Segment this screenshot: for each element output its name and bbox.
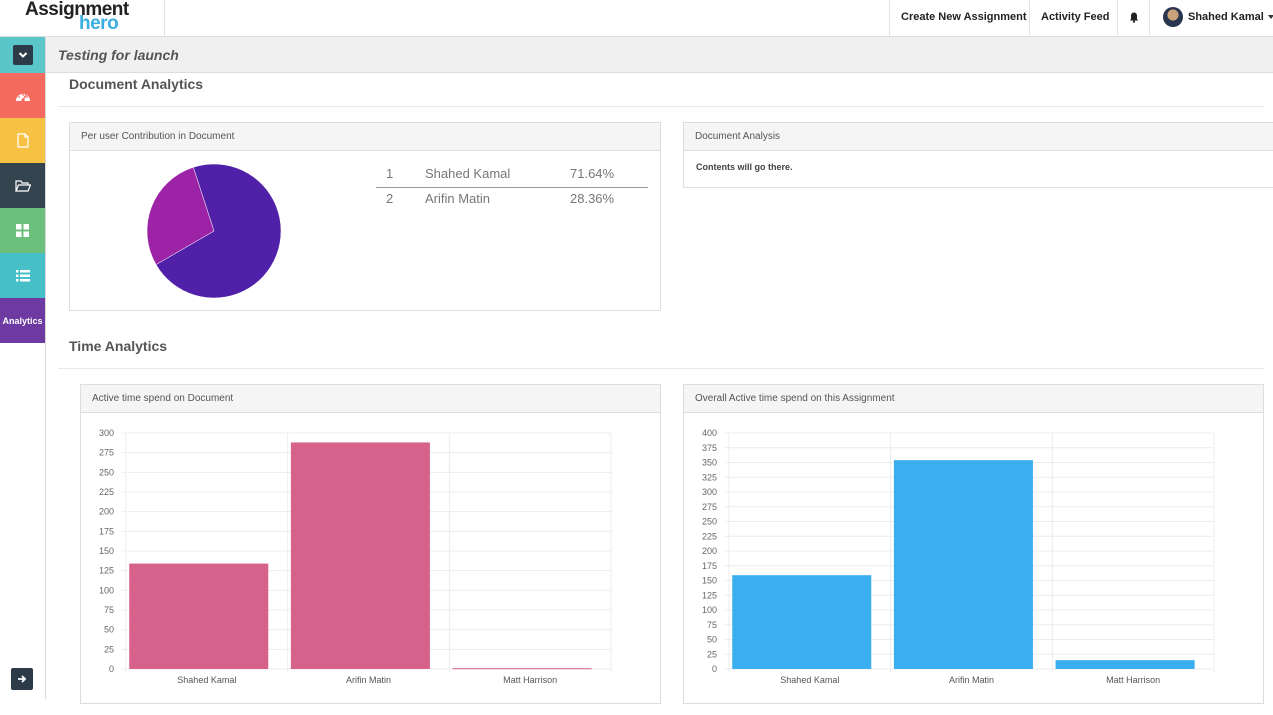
x-tick-label: Shahed Kamal xyxy=(780,675,839,685)
create-new-assignment-link[interactable]: Create New Assignment xyxy=(889,0,1030,36)
divider xyxy=(58,368,1264,369)
doc-time-bar-chart: 0 25 50 75 100 125 150 175 200 225 250 275 300 Shahed… xyxy=(99,428,612,685)
time-analytics-title: Time Analytics xyxy=(69,338,168,354)
bar-matt-harrison xyxy=(452,668,592,670)
arrow-right-icon xyxy=(18,675,27,683)
y-tick-label: 250 xyxy=(702,517,717,527)
bar-arifin-matin xyxy=(290,442,430,669)
y-tick-label: 125 xyxy=(702,590,717,600)
dashboard-icon xyxy=(15,93,30,102)
y-tick-label: 300 xyxy=(99,428,114,438)
avatar xyxy=(1163,7,1183,27)
document-analysis-title: Document Analysis xyxy=(684,123,1273,151)
x-tick-label: Arifin Matin xyxy=(346,675,391,685)
page-subheader: Testing for launch xyxy=(46,37,1273,73)
contribution-percent: 28.36% xyxy=(570,191,615,206)
logo-text-assignment: Assignment xyxy=(25,0,129,20)
y-tick-label: 225 xyxy=(702,531,717,541)
y-tick-label: 75 xyxy=(104,605,114,615)
bar-matt-harrison xyxy=(1055,660,1195,669)
sidebar-item-folders[interactable] xyxy=(0,163,45,208)
y-tick-label: 50 xyxy=(707,635,717,645)
x-tick-label: Shahed Kamal xyxy=(177,675,236,685)
assignment-time-bar-chart: 0 25 50 75 100 125 150 175 200 225 250 275 300 325 350… xyxy=(702,428,1215,685)
list-item: 1 Shahed Kamal 71.64% xyxy=(376,163,648,187)
logo-text-hero: hero xyxy=(79,13,119,34)
chevron-down-icon xyxy=(18,52,27,58)
notifications-button[interactable] xyxy=(1117,0,1149,36)
contribution-list: 1 Shahed Kamal 71.64% 2 Arifin Matin 28.… xyxy=(376,163,648,211)
sidebar-item-list[interactable] xyxy=(0,253,45,298)
activity-feed-link[interactable]: Activity Feed xyxy=(1029,0,1117,36)
document-analysis-panel: Document Analysis Contents will go there… xyxy=(683,122,1273,188)
folder-open-icon xyxy=(14,179,31,192)
contribution-percent: 71.64% xyxy=(570,166,615,181)
x-tick-label: Matt Harrison xyxy=(1106,675,1160,685)
bell-icon xyxy=(1129,12,1138,23)
contribution-panel: Per user Contribution in Document xyxy=(69,122,661,311)
bar-shahed-kamal xyxy=(129,563,269,669)
document-icon xyxy=(16,133,29,148)
divider xyxy=(58,106,1264,107)
assignment-time-panel: Overall Active time spend on this Assign… xyxy=(683,384,1264,704)
sidebar-item-dashboard[interactable] xyxy=(0,73,45,118)
y-tick-label: 100 xyxy=(99,585,114,595)
y-tick-label: 275 xyxy=(702,502,717,512)
y-tick-label: 400 xyxy=(702,428,717,438)
contribution-pie-chart xyxy=(146,163,282,299)
y-tick-label: 25 xyxy=(104,644,114,654)
sidebar-toggle-button[interactable] xyxy=(0,37,45,73)
doc-time-panel: Active time spend on Document 0 25 50 75 100… xyxy=(80,384,661,704)
bar-shahed-kamal xyxy=(732,575,872,669)
user-name: Shahed Kamal xyxy=(1188,11,1264,23)
y-tick-label: 175 xyxy=(702,561,717,571)
y-tick-label: 150 xyxy=(99,546,114,556)
y-tick-label: 250 xyxy=(99,467,114,477)
sidebar-exit-button[interactable] xyxy=(11,668,33,690)
app-logo[interactable]: Assignment hero xyxy=(0,0,165,36)
y-tick-label: 25 xyxy=(707,649,717,659)
x-tick-label: Arifin Matin xyxy=(949,675,994,685)
y-tick-label: 175 xyxy=(99,526,114,536)
contribution-panel-title: Per user Contribution in Document xyxy=(70,123,660,151)
sidebar-item-grid[interactable] xyxy=(0,208,45,253)
contribution-index: 2 xyxy=(386,191,394,206)
assignment-time-panel-title: Overall Active time spend on this Assign… xyxy=(684,385,1263,413)
document-analysis-content: Contents will go there. xyxy=(696,162,793,172)
pie-slice-shahed-kamal xyxy=(155,163,282,299)
bar-arifin-matin xyxy=(893,460,1033,669)
y-tick-label: 50 xyxy=(104,625,114,635)
y-tick-label: 325 xyxy=(702,472,717,482)
top-navbar: Assignment hero Create New Assignment Ac… xyxy=(0,0,1273,37)
contribution-index: 1 xyxy=(386,166,394,181)
document-analytics-title: Document Analytics xyxy=(69,76,204,92)
caret-down-icon xyxy=(1268,15,1273,19)
sidebar: Analytics xyxy=(0,37,46,699)
contribution-name: Arifin Matin xyxy=(425,191,491,206)
y-tick-label: 125 xyxy=(99,566,114,576)
pie-slice-arifin-matin xyxy=(146,166,215,265)
contribution-name: Shahed Kamal xyxy=(425,166,511,181)
y-tick-label: 350 xyxy=(702,458,717,468)
list-item: 2 Arifin Matin 28.36% xyxy=(376,187,648,211)
y-tick-label: 0 xyxy=(109,664,114,674)
doc-time-panel-title: Active time spend on Document xyxy=(81,385,660,413)
y-tick-label: 0 xyxy=(712,664,717,674)
y-tick-label: 225 xyxy=(99,487,114,497)
y-tick-label: 200 xyxy=(702,546,717,556)
sidebar-item-documents[interactable] xyxy=(0,118,45,163)
y-tick-label: 200 xyxy=(99,507,114,517)
y-tick-label: 375 xyxy=(702,443,717,453)
sidebar-item-analytics[interactable]: Analytics xyxy=(0,298,45,343)
y-tick-label: 150 xyxy=(702,576,717,586)
y-tick-label: 100 xyxy=(702,605,717,615)
user-menu[interactable]: Shahed Kamal xyxy=(1149,0,1273,36)
y-tick-label: 275 xyxy=(99,448,114,458)
page-title: Testing for launch xyxy=(58,47,179,63)
list-icon xyxy=(15,269,30,281)
grid-icon xyxy=(16,224,29,237)
y-tick-label: 75 xyxy=(707,620,717,630)
x-tick-label: Matt Harrison xyxy=(503,675,557,685)
y-tick-label: 300 xyxy=(702,487,717,497)
